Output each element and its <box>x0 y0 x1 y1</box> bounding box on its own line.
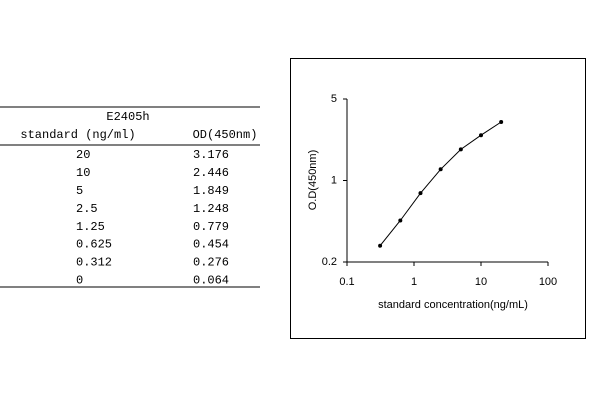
y-tick-label: 1 <box>331 174 337 186</box>
table-title: E2405h <box>106 110 149 124</box>
table-cell: 20 <box>76 148 90 162</box>
table-cell: 0 <box>76 273 83 287</box>
y-axis-label: O.D(450nm) <box>307 150 319 211</box>
table-cell: 2.446 <box>193 166 229 180</box>
table-cell: 10 <box>76 166 90 180</box>
data-point <box>438 167 443 172</box>
table-cell: 0.064 <box>193 273 229 287</box>
x-axis-label: standard concentration(ng/mL) <box>378 299 528 311</box>
table-cell: 1.248 <box>193 202 229 216</box>
table-cell: 1.25 <box>76 220 105 234</box>
table-cell: 2.5 <box>76 202 98 216</box>
table-cell: 0.454 <box>193 238 229 252</box>
y-tick-label: 5 <box>331 93 337 105</box>
column-header: standard (ng/ml) <box>20 128 135 142</box>
table-cell: 3.176 <box>193 148 229 162</box>
table-cell: 0.625 <box>76 238 112 252</box>
data-point <box>378 243 383 248</box>
data-line <box>379 121 502 247</box>
data-point <box>398 218 403 223</box>
table-cell: 0.276 <box>193 256 229 270</box>
chart-frame <box>290 58 586 339</box>
x-tick-label: 100 <box>539 276 557 288</box>
x-tick-label: 1 <box>411 276 417 288</box>
data-point <box>418 191 423 196</box>
x-tick-label: 0.1 <box>339 276 354 288</box>
table-cell: 5 <box>76 184 83 198</box>
table-cell: 1.849 <box>193 184 229 198</box>
data-point <box>499 119 504 124</box>
chart: standard concentration(ng/mL) O.D(450nm)… <box>290 58 586 339</box>
data-point <box>479 133 483 138</box>
table: E2405h standard (ng/ml) OD(450nm) 20 3.17… <box>0 106 260 288</box>
table-cell: 0.312 <box>76 256 112 270</box>
table-cell: 0.779 <box>193 220 229 234</box>
data-point <box>458 147 463 152</box>
x-tick-label: 10 <box>475 276 487 288</box>
column-header: OD(450nm) <box>193 128 258 142</box>
y-tick-label: 0.2 <box>322 256 337 268</box>
